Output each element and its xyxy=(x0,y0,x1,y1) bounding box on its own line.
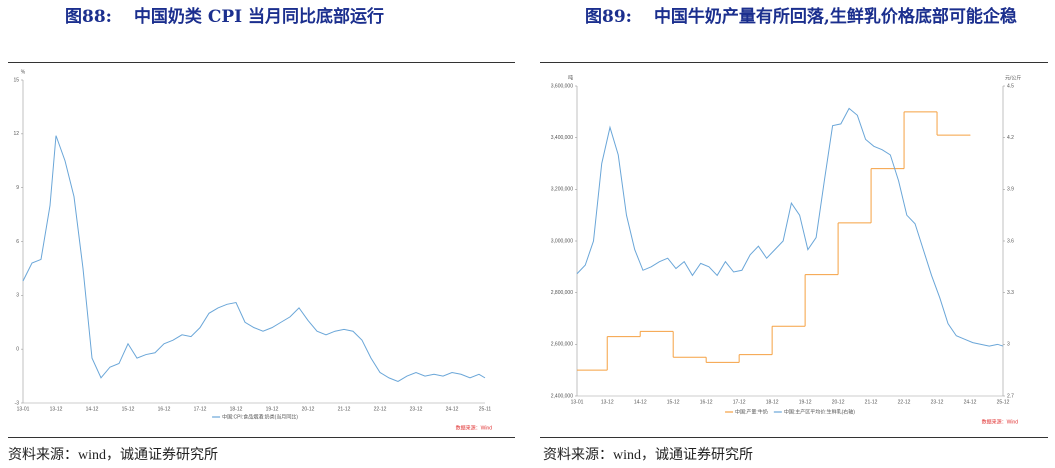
plot-bg xyxy=(23,80,485,403)
x-tick-label: 18-12 xyxy=(230,406,243,412)
y2-tick-label: 4.2 xyxy=(1007,135,1014,141)
source-note: 资料来源：wind，诚通证券研究所 xyxy=(543,448,753,463)
x-tick-label: 23-12 xyxy=(410,406,423,412)
x-tick-label: 22-12 xyxy=(374,406,387,412)
x-tick-label: 25-11 xyxy=(479,406,492,412)
step-end xyxy=(969,134,971,136)
data-source: 数据来源：Wind xyxy=(456,424,493,431)
y-tick-label: 3 xyxy=(16,293,19,299)
y-tick-label: 12 xyxy=(13,131,19,137)
y-tick-label: 3,000,000 xyxy=(551,238,573,244)
legend-label: 中国:CPI:食品烟酒:奶类(当月同比) xyxy=(222,413,298,420)
x-tick-label: 16-12 xyxy=(700,399,713,405)
x-tick-label: 17-12 xyxy=(733,399,746,405)
y2-tick-label: 3.6 xyxy=(1007,238,1014,244)
x-tick-label: 15-12 xyxy=(667,399,680,405)
x-tick-label: 24-12 xyxy=(446,406,459,412)
y2-tick-label: 4.5 xyxy=(1007,83,1014,89)
x-tick-label: 13-12 xyxy=(601,399,614,405)
data-source: 数据来源：Wind xyxy=(982,418,1019,425)
figure-title: 图89: 中国牛奶产量有所回落,生鲜乳价格底部可能企稳 xyxy=(585,4,1050,31)
y-tick-label: 2,800,000 xyxy=(551,290,573,296)
x-tick-label: 19-12 xyxy=(799,399,812,405)
y-tick-label: 9 xyxy=(16,185,19,191)
figure-label: 图88: xyxy=(65,7,112,27)
plot-bg xyxy=(577,86,1003,396)
x-tick-label: 18-12 xyxy=(766,399,779,405)
figure-title-text: 中国奶类 CPI 当月同比底部运行 xyxy=(133,7,385,27)
figure-title-text: 中国牛奶产量有所回落,生鲜乳价格底部可能企稳 xyxy=(653,7,1017,27)
legend-label: 中国:产量:牛奶 xyxy=(735,408,768,415)
y2-axis-unit: 元/公斤 xyxy=(1005,74,1021,81)
x-tick-label: 20-12 xyxy=(302,406,315,412)
y-tick-label: 0 xyxy=(16,346,19,352)
rule xyxy=(8,62,515,63)
y2-tick-label: 3.9 xyxy=(1007,187,1014,193)
x-tick-label: 13-01 xyxy=(17,406,30,412)
y-tick-label: 3,600,000 xyxy=(551,83,573,89)
y-tick-label: 2,600,000 xyxy=(551,342,573,348)
x-tick-label: 17-12 xyxy=(194,406,207,412)
y2-tick-label: 3.3 xyxy=(1007,290,1014,296)
x-tick-label: 23-12 xyxy=(931,399,944,405)
y-axis-unit: % xyxy=(21,69,26,75)
y-tick-label: 3,400,000 xyxy=(551,135,573,141)
x-tick-label: 22-12 xyxy=(898,399,911,405)
y-tick-label: 3,200,000 xyxy=(551,187,573,193)
y-axis-unit: 吨 xyxy=(568,74,573,81)
x-tick-label: 25-12 xyxy=(997,399,1010,405)
figure-title: 图88: 中国奶类 CPI 当月同比底部运行 xyxy=(65,4,505,31)
rule xyxy=(8,437,515,438)
x-tick-label: 16-12 xyxy=(158,406,171,412)
y-tick-label: 15 xyxy=(13,77,19,83)
x-tick-label: 21-12 xyxy=(338,406,351,412)
y2-tick-label: 2.7 xyxy=(1007,393,1014,399)
series-line xyxy=(576,107,1004,347)
y-tick-label: -3 xyxy=(15,400,20,406)
y2-tick-label: 3 xyxy=(1007,342,1010,348)
figure-label: 图89: xyxy=(585,7,632,27)
x-tick-label: 14-12 xyxy=(634,399,647,405)
x-tick-label: 15-12 xyxy=(122,406,135,412)
rule xyxy=(540,437,1048,438)
x-tick-label: 20-12 xyxy=(832,399,845,405)
y-tick-label: 2,400,000 xyxy=(551,393,573,399)
x-tick-label: 13-12 xyxy=(50,406,63,412)
x-tick-label: 21-12 xyxy=(865,399,878,405)
series-line xyxy=(22,135,486,383)
x-tick-label: 19-12 xyxy=(266,406,279,412)
source-note: 资料来源：wind，诚通证券研究所 xyxy=(8,448,218,463)
x-tick-label: 24-12 xyxy=(964,399,977,405)
x-tick-label: 13-01 xyxy=(571,399,584,405)
y-tick-label: 6 xyxy=(16,239,19,245)
legend-label: 中国:主产区平均价:生鲜乳(右轴) xyxy=(784,408,855,415)
rule xyxy=(540,62,1048,63)
x-tick-label: 14-12 xyxy=(86,406,99,412)
